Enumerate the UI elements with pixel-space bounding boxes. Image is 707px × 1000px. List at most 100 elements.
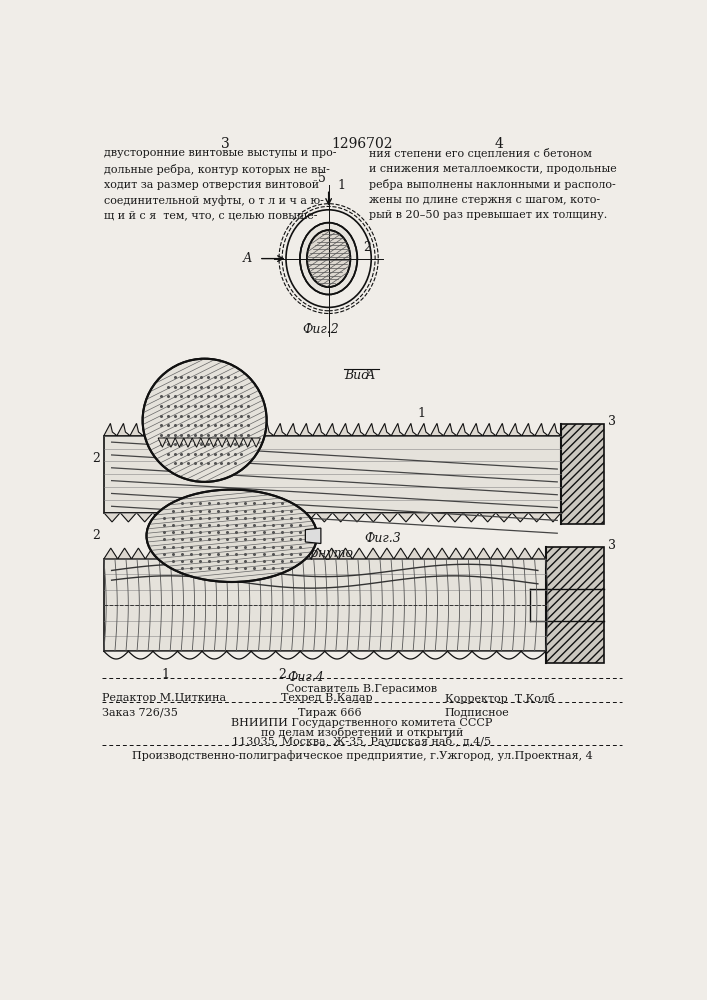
- Text: 113035, Москва, Ж-35, Раушская наб., д.4/5: 113035, Москва, Ж-35, Раушская наб., д.4…: [233, 736, 491, 747]
- Polygon shape: [522, 423, 535, 436]
- Text: 5: 5: [318, 172, 327, 185]
- Text: Фиг.3: Фиг.3: [365, 532, 402, 545]
- Polygon shape: [173, 548, 187, 559]
- Polygon shape: [104, 559, 546, 651]
- Polygon shape: [159, 548, 173, 559]
- Text: Редактор М.Циткина: Редактор М.Циткина: [103, 693, 226, 703]
- Polygon shape: [297, 548, 311, 559]
- Polygon shape: [457, 423, 469, 436]
- Text: 2: 2: [92, 529, 100, 542]
- Polygon shape: [156, 423, 169, 436]
- Text: Производственно-полиграфическое предприятие, г.Ужгород, ул.Проектная, 4: Производственно-полиграфическое предприя…: [132, 751, 592, 761]
- Text: 3: 3: [607, 415, 616, 428]
- Polygon shape: [421, 548, 436, 559]
- Polygon shape: [414, 513, 431, 522]
- Text: Б: Б: [265, 547, 274, 560]
- Ellipse shape: [307, 230, 351, 287]
- Circle shape: [143, 359, 267, 482]
- Polygon shape: [167, 438, 175, 447]
- Polygon shape: [305, 528, 321, 544]
- Polygon shape: [104, 548, 117, 559]
- Polygon shape: [504, 548, 518, 559]
- Text: 2: 2: [278, 668, 286, 681]
- Polygon shape: [339, 548, 352, 559]
- Ellipse shape: [146, 490, 317, 582]
- Text: ния степени его сцепления с бетоном
и снижения металлоемкости, продольные
ребра : ния степени его сцепления с бетоном и сн…: [369, 148, 617, 220]
- Polygon shape: [496, 423, 509, 436]
- Polygon shape: [218, 513, 235, 522]
- Polygon shape: [326, 423, 339, 436]
- Polygon shape: [169, 513, 185, 522]
- Polygon shape: [182, 423, 195, 436]
- Text: Подписное: Подписное: [445, 708, 510, 718]
- Polygon shape: [136, 513, 153, 522]
- Polygon shape: [187, 548, 201, 559]
- Polygon shape: [339, 423, 352, 436]
- Polygon shape: [104, 436, 561, 513]
- Polygon shape: [202, 513, 218, 522]
- Polygon shape: [447, 513, 463, 522]
- Text: Техред В.Кадар: Техред В.Кадар: [281, 693, 372, 703]
- Polygon shape: [535, 423, 548, 436]
- Polygon shape: [185, 513, 202, 522]
- Polygon shape: [431, 513, 447, 522]
- Polygon shape: [143, 423, 156, 436]
- Polygon shape: [349, 513, 365, 522]
- Polygon shape: [394, 548, 407, 559]
- Text: 2: 2: [92, 452, 100, 465]
- Polygon shape: [311, 548, 325, 559]
- Polygon shape: [269, 548, 284, 559]
- Polygon shape: [366, 548, 380, 559]
- Polygon shape: [235, 438, 243, 447]
- Text: Составитель В.Герасимов: Составитель В.Герасимов: [286, 684, 438, 694]
- Polygon shape: [117, 548, 132, 559]
- Polygon shape: [130, 423, 143, 436]
- Polygon shape: [561, 424, 604, 524]
- Polygon shape: [398, 513, 414, 522]
- Polygon shape: [153, 513, 169, 522]
- Polygon shape: [479, 513, 496, 522]
- Polygon shape: [247, 423, 261, 436]
- Text: Фиг.2: Фиг.2: [303, 323, 339, 336]
- Polygon shape: [436, 548, 449, 559]
- Polygon shape: [300, 423, 313, 436]
- Polygon shape: [267, 513, 284, 522]
- Text: 3: 3: [221, 137, 230, 151]
- Polygon shape: [496, 513, 512, 522]
- Polygon shape: [104, 513, 120, 522]
- Polygon shape: [251, 513, 267, 522]
- Polygon shape: [195, 423, 209, 436]
- Text: по делам изобретений и открытий: по делам изобретений и открытий: [261, 727, 463, 738]
- Polygon shape: [184, 438, 192, 447]
- Polygon shape: [226, 438, 235, 447]
- Ellipse shape: [300, 223, 357, 295]
- Text: А: А: [243, 252, 252, 265]
- Polygon shape: [209, 423, 221, 436]
- Text: 4: 4: [495, 137, 503, 151]
- Polygon shape: [218, 438, 226, 447]
- Polygon shape: [175, 438, 184, 447]
- Text: повернуто: повернуто: [276, 547, 353, 560]
- Polygon shape: [449, 548, 463, 559]
- Polygon shape: [243, 438, 252, 447]
- Polygon shape: [518, 548, 532, 559]
- Polygon shape: [365, 423, 378, 436]
- Polygon shape: [104, 423, 117, 436]
- Text: Заказ 726/35: Заказ 726/35: [103, 708, 178, 718]
- Polygon shape: [332, 513, 349, 522]
- Polygon shape: [404, 423, 417, 436]
- Text: 2: 2: [363, 241, 371, 254]
- Text: 1296702: 1296702: [331, 137, 392, 151]
- Text: 3: 3: [607, 539, 616, 552]
- Text: Вид: Вид: [344, 369, 369, 382]
- Polygon shape: [192, 438, 201, 447]
- Polygon shape: [252, 438, 260, 447]
- Polygon shape: [169, 423, 182, 436]
- Polygon shape: [132, 548, 146, 559]
- Polygon shape: [274, 423, 287, 436]
- Text: Тираж 666: Тираж 666: [298, 708, 361, 718]
- Polygon shape: [261, 423, 274, 436]
- Polygon shape: [287, 423, 300, 436]
- Polygon shape: [545, 513, 561, 522]
- Polygon shape: [391, 423, 404, 436]
